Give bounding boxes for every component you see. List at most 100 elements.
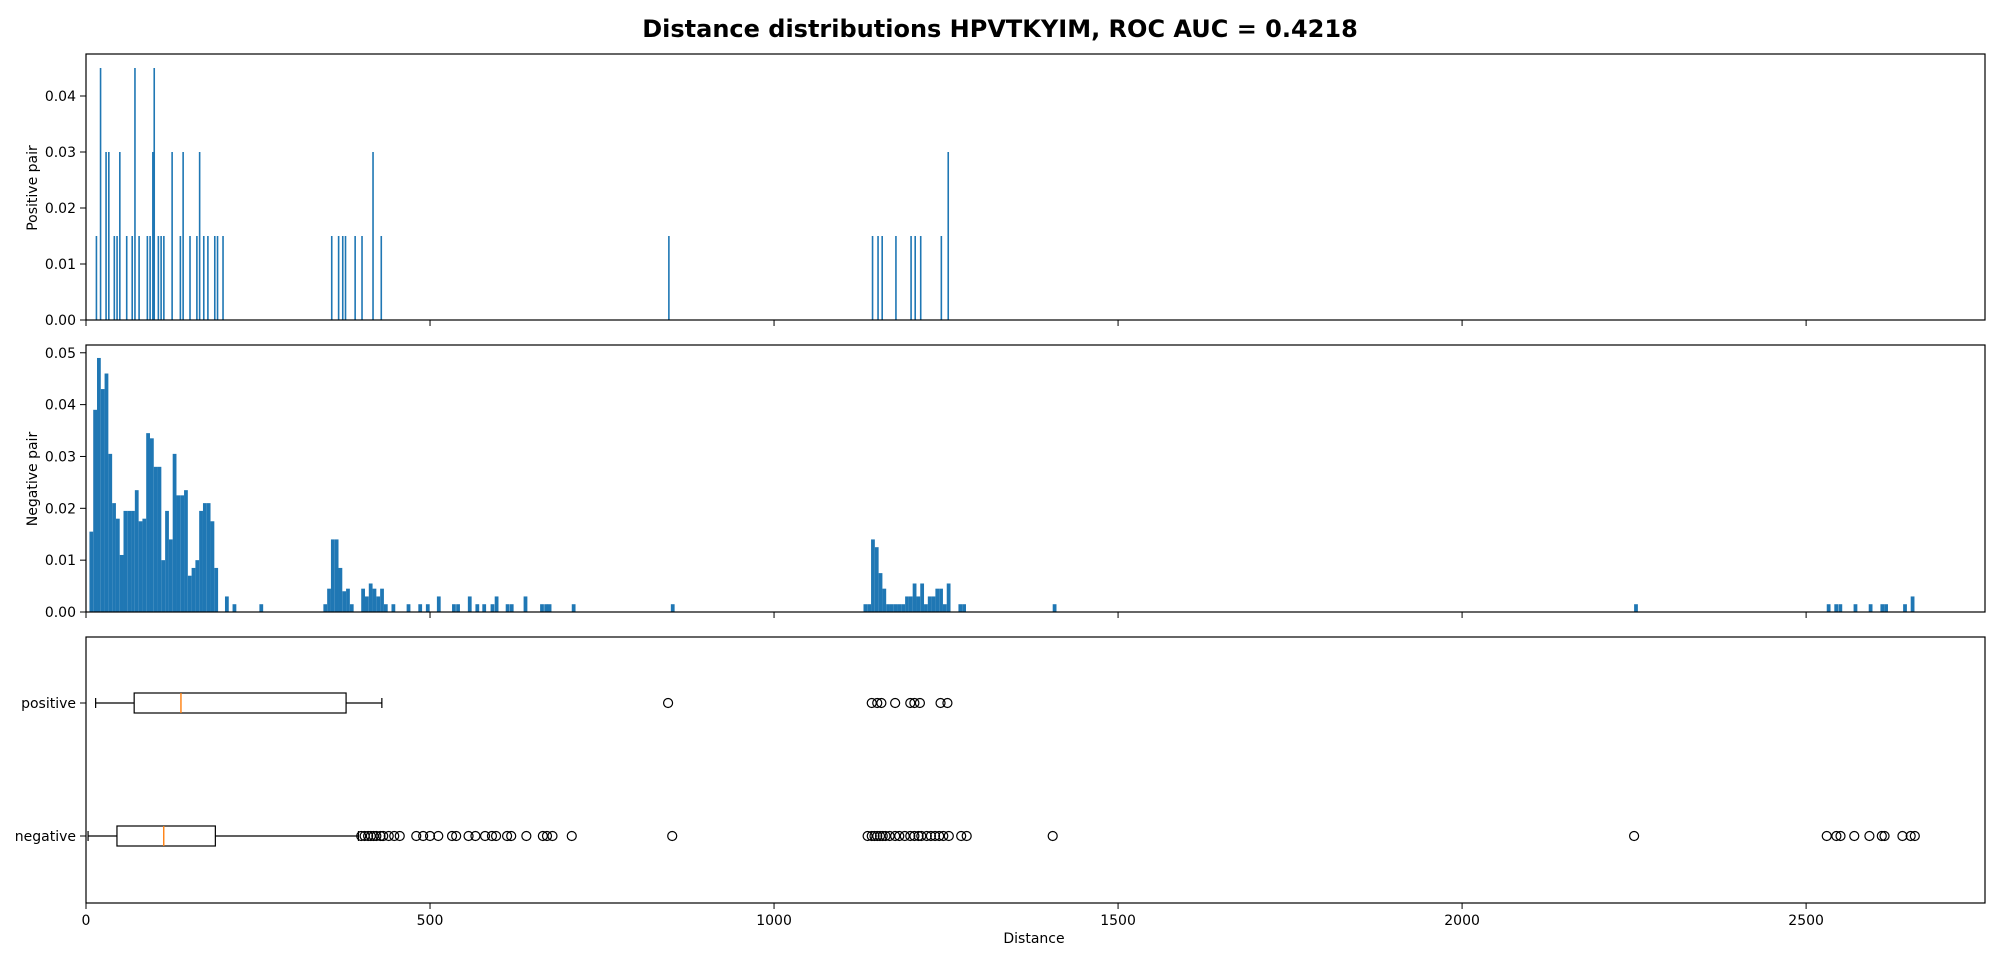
- histogram-bar: [372, 152, 374, 320]
- outlier-point: [1909, 830, 1920, 842]
- y-tick-label: 0.02: [45, 201, 76, 217]
- histogram-bar: [895, 236, 897, 320]
- outlier-point: [446, 830, 458, 842]
- outlier-point: [1879, 830, 1890, 842]
- axes-frame: [85, 636, 1986, 904]
- histogram-bar: [874, 547, 879, 612]
- histogram-bar: [947, 152, 950, 320]
- outlier-point: [463, 830, 474, 842]
- histogram-bar: [149, 236, 151, 320]
- histogram-bar: [942, 604, 947, 612]
- positive-histogram-panel: 0.00 0.01 0.02 0.03 0.04: [45, 53, 1986, 329]
- histogram-bar: [142, 518, 147, 612]
- histogram-bar: [1838, 604, 1843, 612]
- y-tick-label: 0.00: [45, 313, 76, 329]
- category-label: negative: [15, 829, 76, 845]
- axes-frame: [85, 53, 1986, 321]
- outlier-point: [363, 830, 374, 842]
- histogram-bar: [259, 604, 264, 612]
- outlier-point: [394, 830, 405, 842]
- histogram-bar: [161, 560, 166, 612]
- histogram-bar: [97, 357, 101, 612]
- histogram-bar: [207, 236, 209, 320]
- histogram-bar: [490, 604, 495, 612]
- y-tick-label: 0.04: [45, 398, 76, 414]
- histogram-bar: [1634, 604, 1638, 612]
- outlier-point: [667, 830, 678, 842]
- outlier-point: [1897, 830, 1908, 842]
- outlier-point: [375, 830, 386, 842]
- histogram-bar: [897, 604, 902, 612]
- histogram-bar: [180, 495, 185, 612]
- outlier-point: [368, 830, 379, 842]
- outlier-point: [1876, 830, 1887, 842]
- outlier-point: [913, 830, 924, 842]
- outlier-point: [378, 830, 389, 842]
- histogram-bar: [95, 236, 98, 320]
- histogram-bar: [165, 510, 169, 612]
- outlier-point: [1849, 830, 1860, 842]
- histogram-bar: [184, 490, 188, 612]
- histogram-bar: [330, 539, 335, 612]
- histogram-bar: [349, 604, 354, 612]
- histogram-bar: [224, 596, 229, 612]
- histogram-bar: [940, 236, 943, 320]
- x-tick-label: 2500: [1788, 913, 1824, 929]
- histogram-bar: [171, 152, 173, 320]
- histogram-bar: [153, 68, 156, 320]
- histogram-bar: [1880, 604, 1885, 612]
- histogram-bar: [1910, 596, 1915, 612]
- histogram-bar: [93, 409, 97, 612]
- histogram-bar: [547, 604, 552, 612]
- histogram-bar: [176, 495, 181, 612]
- histogram-bar: [920, 583, 925, 612]
- outlier-point: [938, 830, 949, 842]
- histogram-bar: [323, 604, 328, 612]
- histogram-bar: [113, 236, 116, 320]
- histogram-bar: [361, 236, 363, 320]
- outlier-point: [869, 830, 880, 842]
- outlier-point: [1835, 830, 1846, 842]
- histogram-bar: [210, 521, 215, 612]
- outlier-point: [506, 830, 517, 842]
- iqr-box: [116, 825, 216, 847]
- y-tick-label: 0.03: [45, 145, 76, 161]
- y-tick-label: 0.05: [45, 346, 76, 362]
- histogram-bar: [1052, 604, 1057, 612]
- histogram-bar: [418, 604, 423, 612]
- histogram-bar: [881, 236, 883, 320]
- histogram-bar: [927, 596, 932, 612]
- outlier-point: [451, 830, 462, 842]
- histogram-bar: [406, 604, 411, 612]
- histogram-bar: [482, 604, 487, 612]
- histogram-bar: [878, 573, 883, 612]
- histogram-bar: [456, 604, 460, 612]
- outlier-point: [876, 697, 887, 709]
- y-tick-label: 0.01: [45, 257, 76, 273]
- histogram-bar: [877, 236, 879, 320]
- outlier-point: [389, 830, 400, 842]
- histogram-bar: [327, 588, 331, 612]
- histogram-bar: [372, 588, 377, 612]
- histogram-bar: [354, 236, 356, 320]
- outlier-point: [479, 830, 491, 842]
- histogram-bar: [163, 236, 165, 320]
- category-label: positive: [21, 696, 76, 712]
- outlier-point: [1047, 830, 1058, 842]
- histogram-bar: [383, 604, 388, 612]
- histogram-bar: [134, 490, 139, 612]
- outlier-point: [521, 830, 532, 842]
- histogram-bar: [523, 596, 528, 612]
- histogram-bar: [182, 152, 184, 320]
- outlier-point: [470, 830, 481, 842]
- outlier-point: [934, 830, 945, 842]
- x-axis-label: Distance: [1003, 931, 1064, 947]
- histogram-bar: [361, 588, 365, 612]
- outlier-point: [943, 830, 954, 842]
- histogram-bar: [1826, 604, 1831, 612]
- histogram-bar: [153, 466, 158, 612]
- outlier-point: [905, 830, 916, 842]
- histogram-bar: [116, 236, 118, 320]
- axes-frame: [85, 344, 1986, 613]
